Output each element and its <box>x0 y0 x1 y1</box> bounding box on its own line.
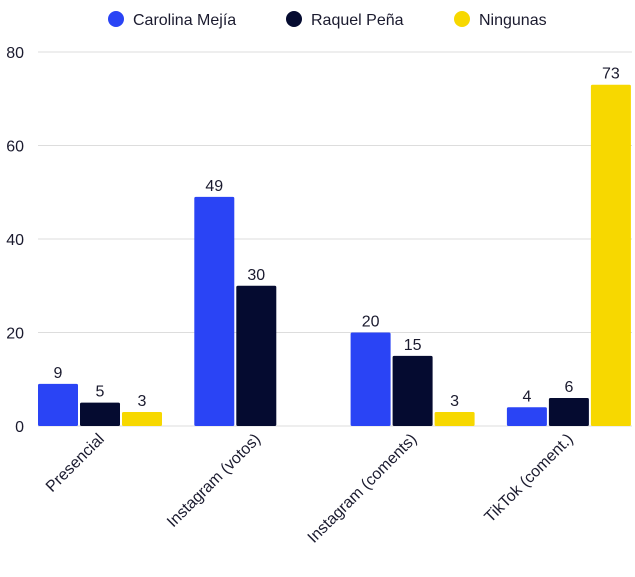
bar <box>548 397 589 426</box>
x-tick-label: TikTok (coment.) <box>482 431 577 526</box>
value-label: 3 <box>450 393 459 410</box>
legend-marker <box>108 11 124 27</box>
bar <box>80 402 120 426</box>
y-tick-label: 80 <box>6 45 24 62</box>
value-label: 20 <box>362 314 380 331</box>
bar <box>590 84 631 426</box>
value-label: 5 <box>96 384 105 401</box>
value-label: 9 <box>54 365 63 382</box>
value-label: 49 <box>205 178 223 195</box>
legend-marker <box>454 11 470 27</box>
value-label: 4 <box>522 388 531 405</box>
bar <box>194 196 235 426</box>
bar <box>434 411 475 426</box>
value-label: 3 <box>138 393 147 410</box>
value-label: 15 <box>404 337 422 354</box>
y-tick-label: 40 <box>6 232 24 249</box>
y-tick-label: 20 <box>6 326 24 343</box>
bar <box>38 383 78 426</box>
bar <box>350 332 391 426</box>
bar <box>392 355 433 426</box>
x-tick-label: Presencial <box>43 431 108 496</box>
bar <box>236 285 277 426</box>
legend-label: Ningunas <box>479 12 547 29</box>
y-tick-label: 60 <box>6 139 24 156</box>
bar <box>506 407 547 426</box>
y-tick-label: 0 <box>15 419 24 436</box>
value-label: 30 <box>247 267 265 284</box>
legend-label: Carolina Mejía <box>133 12 236 29</box>
bar <box>122 411 162 426</box>
value-label: 73 <box>602 66 620 83</box>
legend-label: Raquel Peña <box>311 12 404 29</box>
x-tick-label: Instagram (votos) <box>164 431 264 531</box>
x-tick-label: Instagram (coments) <box>305 431 421 547</box>
legend-marker <box>286 11 302 27</box>
value-label: 6 <box>564 379 573 396</box>
